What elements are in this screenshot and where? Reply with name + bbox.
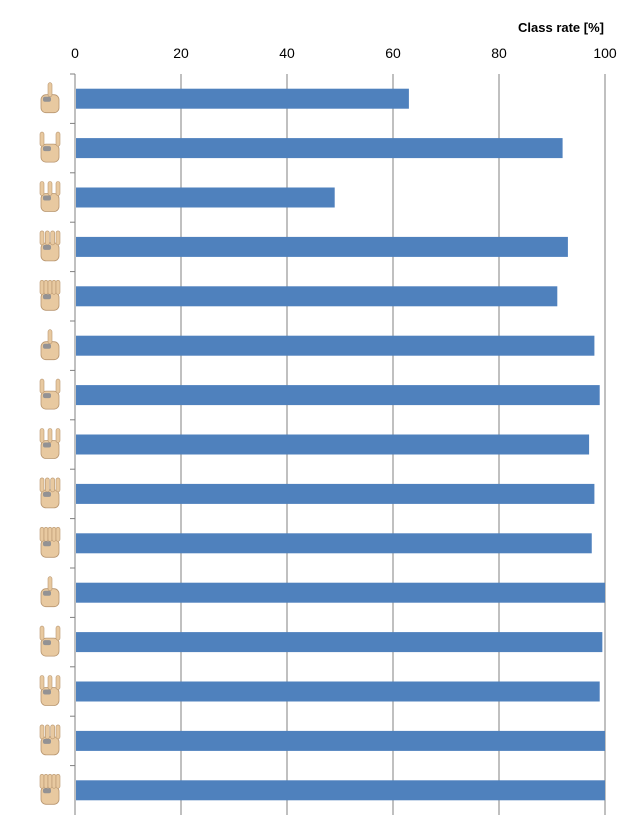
bar bbox=[76, 533, 592, 554]
hand-gesture-icon bbox=[39, 526, 61, 558]
bar bbox=[76, 681, 600, 702]
x-axis-title: Class rate [%] bbox=[518, 20, 604, 35]
bar bbox=[76, 483, 595, 504]
bar bbox=[76, 730, 605, 751]
bar bbox=[76, 236, 568, 257]
hand-gesture-icon bbox=[39, 428, 61, 459]
hand-gesture-icon bbox=[39, 181, 61, 212]
hand-gesture-icon bbox=[39, 675, 61, 706]
x-tick-label: 20 bbox=[173, 45, 189, 61]
x-tick-label: 100 bbox=[593, 45, 617, 61]
x-tick-label: 0 bbox=[71, 45, 79, 61]
bar bbox=[76, 385, 600, 406]
hand-gesture-icon bbox=[39, 477, 61, 509]
bar bbox=[76, 138, 563, 159]
hand-gesture-icon bbox=[39, 230, 61, 262]
hand-gesture-icon bbox=[40, 329, 60, 361]
x-tick-label: 80 bbox=[491, 45, 507, 61]
hand-gesture-icon bbox=[40, 576, 60, 608]
bar bbox=[76, 632, 603, 653]
x-tick-label: 40 bbox=[279, 45, 295, 61]
bar bbox=[76, 582, 605, 603]
hand-gesture-icon bbox=[39, 625, 61, 657]
bar bbox=[76, 88, 409, 109]
bar bbox=[76, 335, 595, 356]
bar bbox=[76, 434, 590, 455]
bar bbox=[76, 286, 558, 307]
hand-gesture-icon bbox=[40, 82, 60, 114]
x-tick-labels: 0 20 40 60 80 100 bbox=[71, 45, 617, 61]
bar bbox=[76, 187, 335, 208]
x-tick-label: 60 bbox=[385, 45, 401, 61]
bar bbox=[76, 780, 605, 801]
hand-gesture-icon bbox=[39, 131, 61, 163]
hand-gesture-icon bbox=[39, 773, 61, 805]
bars bbox=[76, 88, 605, 801]
hand-gesture-icon bbox=[39, 279, 61, 311]
hand-gesture-icon bbox=[39, 724, 61, 756]
hand-gesture-icon bbox=[39, 378, 61, 410]
category-icons bbox=[39, 73, 75, 805]
